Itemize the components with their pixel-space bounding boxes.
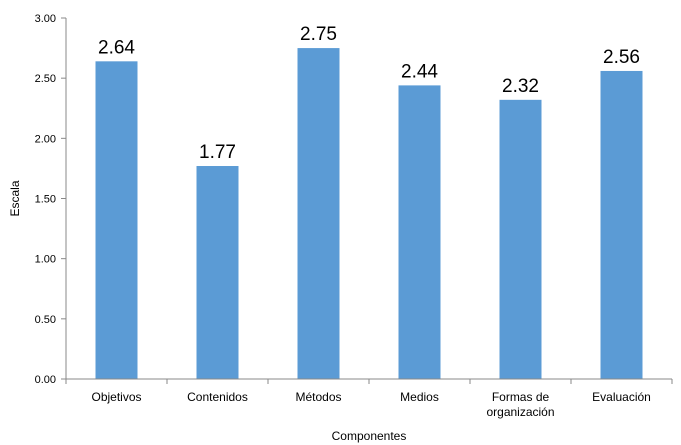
category-label: organización: [486, 405, 554, 419]
y-tick-label: 1.00: [35, 254, 56, 266]
x-axis-title: Componentes: [332, 429, 407, 443]
category-label: Evaluación: [592, 390, 651, 404]
category-label: Formas de: [492, 390, 550, 404]
y-tick-label: 2.00: [35, 133, 56, 145]
data-label: 2.32: [502, 76, 539, 97]
x-axis-labels: Objetivos Contenidos Métodos Medios Formas d…: [91, 390, 650, 419]
bar: [297, 48, 340, 379]
data-label: 2.75: [300, 24, 337, 45]
y-tick-label: 0.50: [35, 314, 56, 326]
category-label: Contenidos: [187, 390, 248, 404]
y-tick-label: 0.00: [35, 374, 56, 386]
y-tick-label: 2.50: [35, 73, 56, 85]
y-axis-title: Escala: [8, 180, 22, 216]
category-label: Objetivos: [91, 390, 141, 404]
bar: [95, 61, 138, 379]
bar: [499, 99, 542, 380]
y-tick-label: 1.50: [35, 194, 56, 206]
data-labels: 2.64 1.77 2.75 2.44 2.32 2.56: [98, 24, 640, 163]
bar: [600, 70, 643, 380]
bar: [196, 166, 239, 379]
data-label: 1.77: [199, 142, 236, 163]
data-label: 2.64: [98, 37, 135, 58]
y-tick-label: 3.00: [35, 13, 56, 25]
category-label: Medios: [400, 390, 439, 404]
data-label: 2.56: [603, 47, 640, 68]
data-label: 2.44: [401, 61, 438, 82]
category-label: Métodos: [295, 390, 341, 404]
y-axis-ticks: 0.00 0.50 1.00 1.50 2.00 2.50 3.00: [35, 13, 673, 386]
bar: [398, 85, 441, 380]
bars: [95, 48, 643, 380]
